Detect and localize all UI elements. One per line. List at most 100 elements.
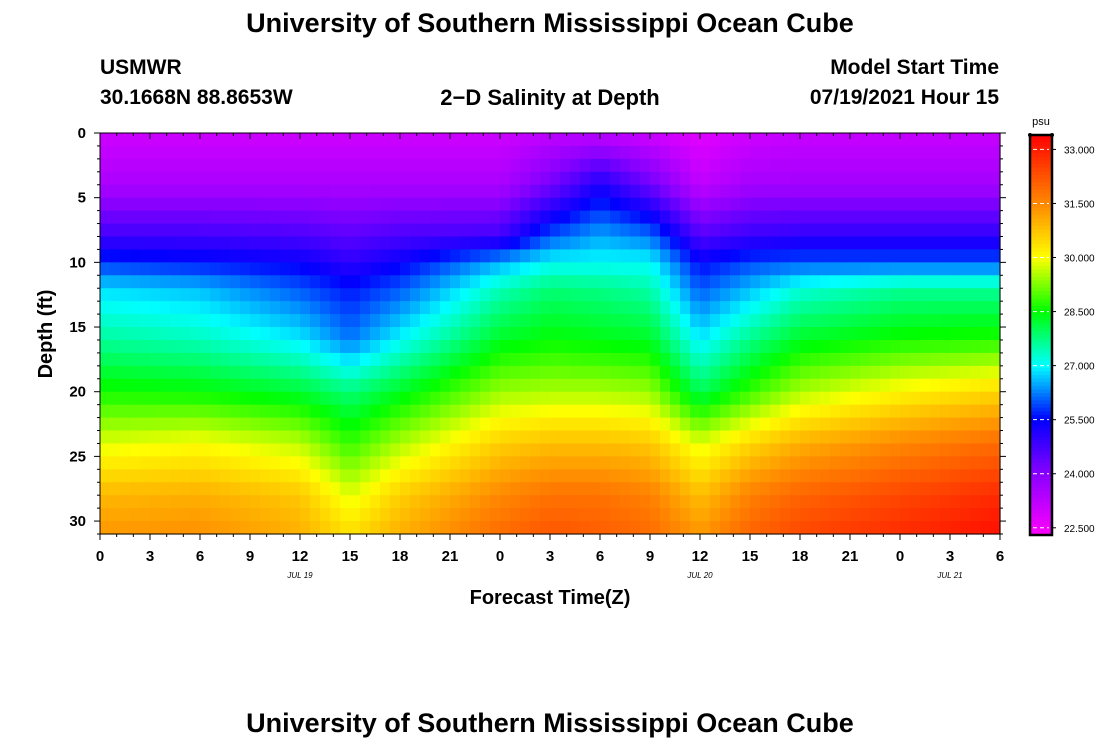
heatmap-cell	[240, 314, 251, 328]
heatmap-cell	[730, 404, 741, 419]
heatmap-cell	[330, 236, 341, 251]
heatmap-cell	[640, 145, 651, 160]
model-start-time: 07/19/2021 Hour 15	[809, 86, 999, 109]
heatmap-cell	[610, 301, 621, 315]
heatmap-cell	[280, 197, 291, 212]
heatmap-cell	[260, 482, 271, 496]
heatmap-cell	[200, 184, 211, 199]
heatmap-cell	[220, 223, 231, 238]
heatmap-cell	[710, 184, 721, 199]
heatmap-cell	[670, 495, 681, 509]
heatmap-cell	[310, 314, 321, 328]
heatmap-cell	[510, 236, 521, 251]
heatmap-cell	[450, 456, 461, 470]
heatmap-cell	[890, 210, 901, 225]
heatmap-cell	[810, 469, 821, 483]
heatmap-cell	[470, 482, 481, 496]
heatmap-cell	[780, 339, 791, 354]
heatmap-cell	[830, 288, 841, 302]
heatmap-cell	[800, 456, 811, 470]
heatmap-cell	[190, 404, 201, 419]
colorbar-segment	[1030, 167, 1052, 172]
heatmap-cell	[950, 301, 961, 315]
heatmap-cell	[430, 378, 441, 393]
heatmap-cell	[660, 430, 671, 445]
heatmap-cell	[990, 443, 1001, 457]
colorbar-segment	[1030, 327, 1052, 332]
heatmap-cell	[530, 391, 541, 406]
heatmap-cell	[290, 223, 301, 238]
heatmap-cell	[680, 339, 691, 354]
heatmap-cell	[630, 171, 641, 186]
heatmap-cell	[560, 133, 571, 147]
heatmap-cell	[320, 314, 331, 328]
heatmap-cell	[640, 417, 651, 432]
heatmap-cell	[130, 184, 141, 199]
heatmap-cell	[480, 210, 491, 225]
heatmap-cell	[360, 158, 371, 173]
heatmap-cell	[810, 443, 821, 457]
heatmap-cell	[230, 482, 241, 496]
heatmap-cell	[740, 314, 751, 328]
heatmap-cell	[890, 430, 901, 445]
heatmap-cell	[680, 158, 691, 173]
heatmap-cell	[890, 327, 901, 341]
heatmap-cell	[110, 456, 121, 470]
heatmap-cell	[360, 339, 371, 354]
heatmap-cell	[270, 301, 281, 315]
heatmap-cell	[890, 417, 901, 432]
heatmap-cell	[660, 275, 671, 289]
heatmap-cell	[610, 430, 621, 445]
colorbar-segment	[1030, 269, 1052, 274]
heatmap-cell	[430, 365, 441, 380]
heatmap-cell	[930, 145, 941, 160]
heatmap-cell	[700, 262, 711, 276]
heatmap-cell	[560, 223, 571, 238]
heatmap-cell	[210, 288, 221, 302]
heatmap-cell	[240, 391, 251, 406]
heatmap-cell	[520, 521, 531, 535]
heatmap-cell	[580, 339, 591, 354]
heatmap-cell	[170, 482, 181, 496]
heatmap-cell	[710, 352, 721, 367]
heatmap-cell	[880, 210, 891, 225]
heatmap-cell	[230, 236, 241, 251]
heatmap-cell	[490, 378, 501, 393]
heatmap-cell	[370, 158, 381, 173]
heatmap-cell	[560, 469, 571, 483]
heatmap-cell	[940, 262, 951, 276]
x-tick-label: 15	[742, 548, 759, 565]
heatmap-cell	[700, 210, 711, 225]
heatmap-cell	[110, 158, 121, 173]
heatmap-cell	[790, 210, 801, 225]
heatmap-cell	[920, 133, 931, 147]
heatmap-cell	[960, 145, 971, 160]
heatmap-cell	[240, 339, 251, 354]
heatmap-cell	[470, 508, 481, 522]
heatmap-cell	[660, 145, 671, 160]
heatmap-cell	[730, 275, 741, 289]
heatmap-cell	[570, 158, 581, 173]
heatmap-cell	[440, 223, 451, 238]
heatmap-cell	[150, 288, 161, 302]
heatmap-cell	[320, 391, 331, 406]
heatmap-cell	[220, 158, 231, 173]
heatmap-cell	[710, 197, 721, 212]
heatmap-cell	[840, 521, 851, 535]
heatmap-cell	[610, 508, 621, 522]
heatmap-cell	[690, 391, 701, 406]
heatmap-cell	[800, 378, 811, 393]
heatmap-cell	[630, 133, 641, 147]
heatmap-cell	[600, 184, 611, 199]
heatmap-cell	[920, 158, 931, 173]
heatmap-cell	[670, 469, 681, 483]
heatmap-cell	[800, 443, 811, 457]
heatmap-cell	[160, 469, 171, 483]
heatmap-cell	[110, 275, 121, 289]
heatmap-cell	[160, 339, 171, 354]
heatmap-cell	[690, 365, 701, 380]
heatmap-cell	[540, 339, 551, 354]
heatmap-cell	[470, 339, 481, 354]
colorbar-tick-label: 22.500	[1064, 524, 1095, 535]
heatmap-cell	[550, 443, 561, 457]
